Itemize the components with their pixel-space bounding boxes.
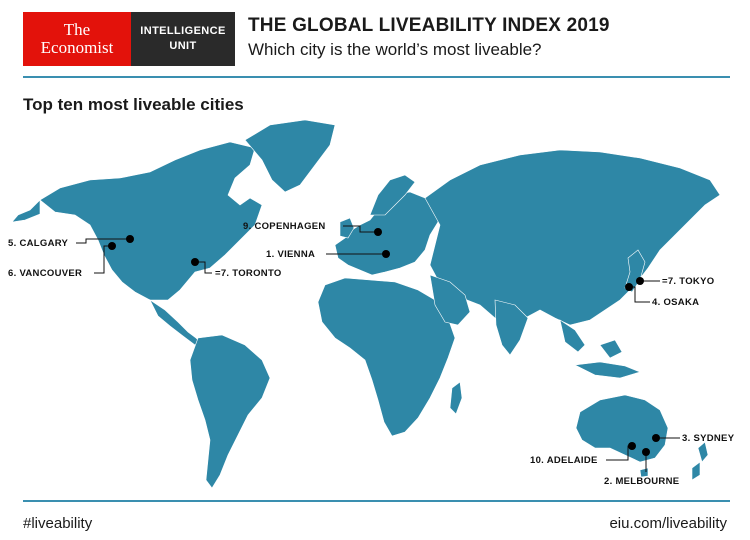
adelaide-marker[interactable] bbox=[628, 442, 636, 450]
british-isles bbox=[339, 217, 355, 239]
osaka-marker[interactable] bbox=[625, 283, 633, 291]
toronto-leader bbox=[195, 261, 212, 274]
sydney-label: 3. SYDNEY bbox=[682, 433, 735, 444]
copenhagen-leader bbox=[343, 225, 378, 233]
unit-line-1: INTELLIGENCE bbox=[140, 25, 226, 37]
logo-line-2: Economist bbox=[40, 38, 114, 57]
copenhagen-label: 9. COPENHAGEN bbox=[243, 221, 326, 232]
tokyo-marker[interactable] bbox=[636, 277, 644, 285]
tokyo-label: =7. TOKYO bbox=[662, 276, 714, 287]
unit-line-2: UNIT bbox=[169, 40, 197, 52]
copenhagen-marker[interactable] bbox=[374, 228, 382, 236]
osaka-label: 4. OSAKA bbox=[652, 297, 699, 308]
vienna-label: 1. VIENNA bbox=[266, 249, 315, 260]
southeast-asia bbox=[559, 319, 641, 379]
madagascar bbox=[449, 381, 463, 415]
calgary-leader bbox=[76, 238, 130, 244]
land-masses bbox=[11, 119, 721, 489]
economist-logo[interactable]: The Economist bbox=[23, 12, 131, 66]
melbourne-marker[interactable] bbox=[642, 448, 650, 456]
bottom-divider bbox=[23, 500, 730, 502]
section-title: Top ten most liveable cities bbox=[23, 95, 244, 114]
greenland bbox=[244, 119, 336, 193]
world-map: 9. COPENHAGEN 1. VIENNA 5. CALGARY 6. VA… bbox=[8, 119, 735, 489]
calgary-marker[interactable] bbox=[126, 235, 134, 243]
melbourne-label: 2. MELBOURNE bbox=[604, 476, 679, 487]
africa bbox=[317, 277, 456, 437]
alaska bbox=[11, 199, 41, 223]
logo-line-1: The bbox=[63, 20, 91, 39]
new-zealand bbox=[691, 441, 709, 481]
central-america bbox=[149, 299, 201, 346]
north-america bbox=[39, 141, 263, 301]
vancouver-marker[interactable] bbox=[108, 242, 116, 250]
sydney-marker[interactable] bbox=[652, 434, 660, 442]
eiu-url-link[interactable]: eiu.com/liveability bbox=[609, 515, 727, 532]
japan bbox=[624, 249, 646, 293]
city-markers: 9. COPENHAGEN 1. VIENNA 5. CALGARY 6. VA… bbox=[8, 221, 735, 487]
india bbox=[494, 299, 529, 356]
hashtag-link[interactable]: #liveability bbox=[23, 515, 93, 532]
calgary-label: 5. CALGARY bbox=[8, 238, 69, 249]
australia bbox=[575, 394, 669, 463]
toronto-marker[interactable] bbox=[191, 258, 199, 266]
adelaide-label: 10. ADELAIDE bbox=[530, 455, 598, 466]
south-america bbox=[189, 334, 271, 489]
eiu-logo[interactable]: INTELLIGENCE UNIT bbox=[131, 12, 235, 66]
vancouver-label: 6. VANCOUVER bbox=[8, 268, 82, 279]
header: The Economist INTELLIGENCE UNIT THE GLOB… bbox=[0, 0, 750, 70]
vienna-marker[interactable] bbox=[382, 250, 390, 258]
toronto-label: =7. TORONTO bbox=[215, 268, 282, 279]
top-divider bbox=[23, 76, 730, 78]
arabian-peninsula bbox=[429, 274, 471, 326]
scandinavia bbox=[369, 174, 416, 216]
page-subtitle: Which city is the world’s most liveable? bbox=[248, 40, 542, 59]
page-title: THE GLOBAL LIVEABILITY INDEX 2019 bbox=[248, 15, 610, 36]
